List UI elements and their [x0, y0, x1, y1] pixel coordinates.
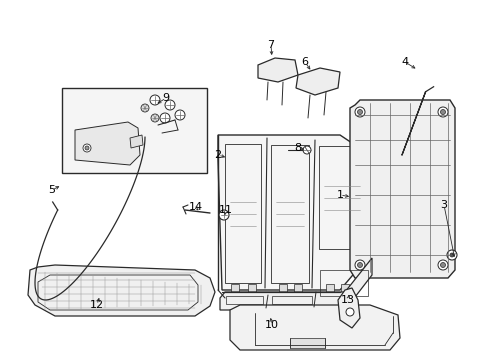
- Circle shape: [440, 262, 445, 267]
- Circle shape: [175, 110, 184, 120]
- Polygon shape: [340, 284, 348, 292]
- Circle shape: [357, 262, 362, 267]
- Polygon shape: [295, 68, 339, 95]
- Circle shape: [85, 146, 89, 150]
- Polygon shape: [289, 338, 325, 348]
- Circle shape: [151, 114, 159, 122]
- Text: 11: 11: [219, 205, 232, 215]
- Circle shape: [219, 210, 228, 220]
- Circle shape: [357, 109, 362, 114]
- Polygon shape: [325, 284, 333, 292]
- Polygon shape: [337, 288, 359, 328]
- Polygon shape: [130, 135, 142, 148]
- Polygon shape: [220, 258, 371, 310]
- Text: 7: 7: [267, 40, 274, 50]
- Circle shape: [437, 260, 447, 270]
- Circle shape: [83, 144, 91, 152]
- Circle shape: [141, 104, 149, 112]
- Text: 10: 10: [264, 320, 279, 330]
- Circle shape: [440, 109, 445, 114]
- Polygon shape: [28, 265, 215, 316]
- Polygon shape: [258, 58, 297, 82]
- Circle shape: [160, 113, 170, 123]
- Text: 5: 5: [48, 185, 55, 195]
- Text: 9: 9: [162, 93, 169, 103]
- Circle shape: [449, 253, 453, 257]
- Polygon shape: [229, 305, 399, 350]
- Text: 2: 2: [214, 150, 221, 160]
- Bar: [62, 88, 206, 173]
- Circle shape: [164, 100, 175, 110]
- Polygon shape: [218, 135, 369, 290]
- Text: 13: 13: [340, 295, 354, 305]
- Polygon shape: [349, 100, 454, 278]
- Polygon shape: [293, 284, 302, 292]
- Circle shape: [303, 146, 310, 154]
- Polygon shape: [247, 284, 256, 292]
- Text: 4: 4: [401, 57, 408, 67]
- Text: 8: 8: [294, 143, 301, 153]
- Text: 12: 12: [90, 300, 104, 310]
- Text: 6: 6: [301, 57, 308, 67]
- Polygon shape: [75, 122, 140, 165]
- Polygon shape: [279, 284, 286, 292]
- Text: 14: 14: [188, 202, 203, 212]
- Circle shape: [150, 95, 160, 105]
- Circle shape: [446, 250, 456, 260]
- Text: 3: 3: [440, 200, 447, 210]
- Circle shape: [354, 107, 364, 117]
- Text: 1: 1: [336, 190, 343, 200]
- Circle shape: [346, 308, 353, 316]
- Circle shape: [354, 260, 364, 270]
- Polygon shape: [230, 284, 239, 292]
- Circle shape: [437, 107, 447, 117]
